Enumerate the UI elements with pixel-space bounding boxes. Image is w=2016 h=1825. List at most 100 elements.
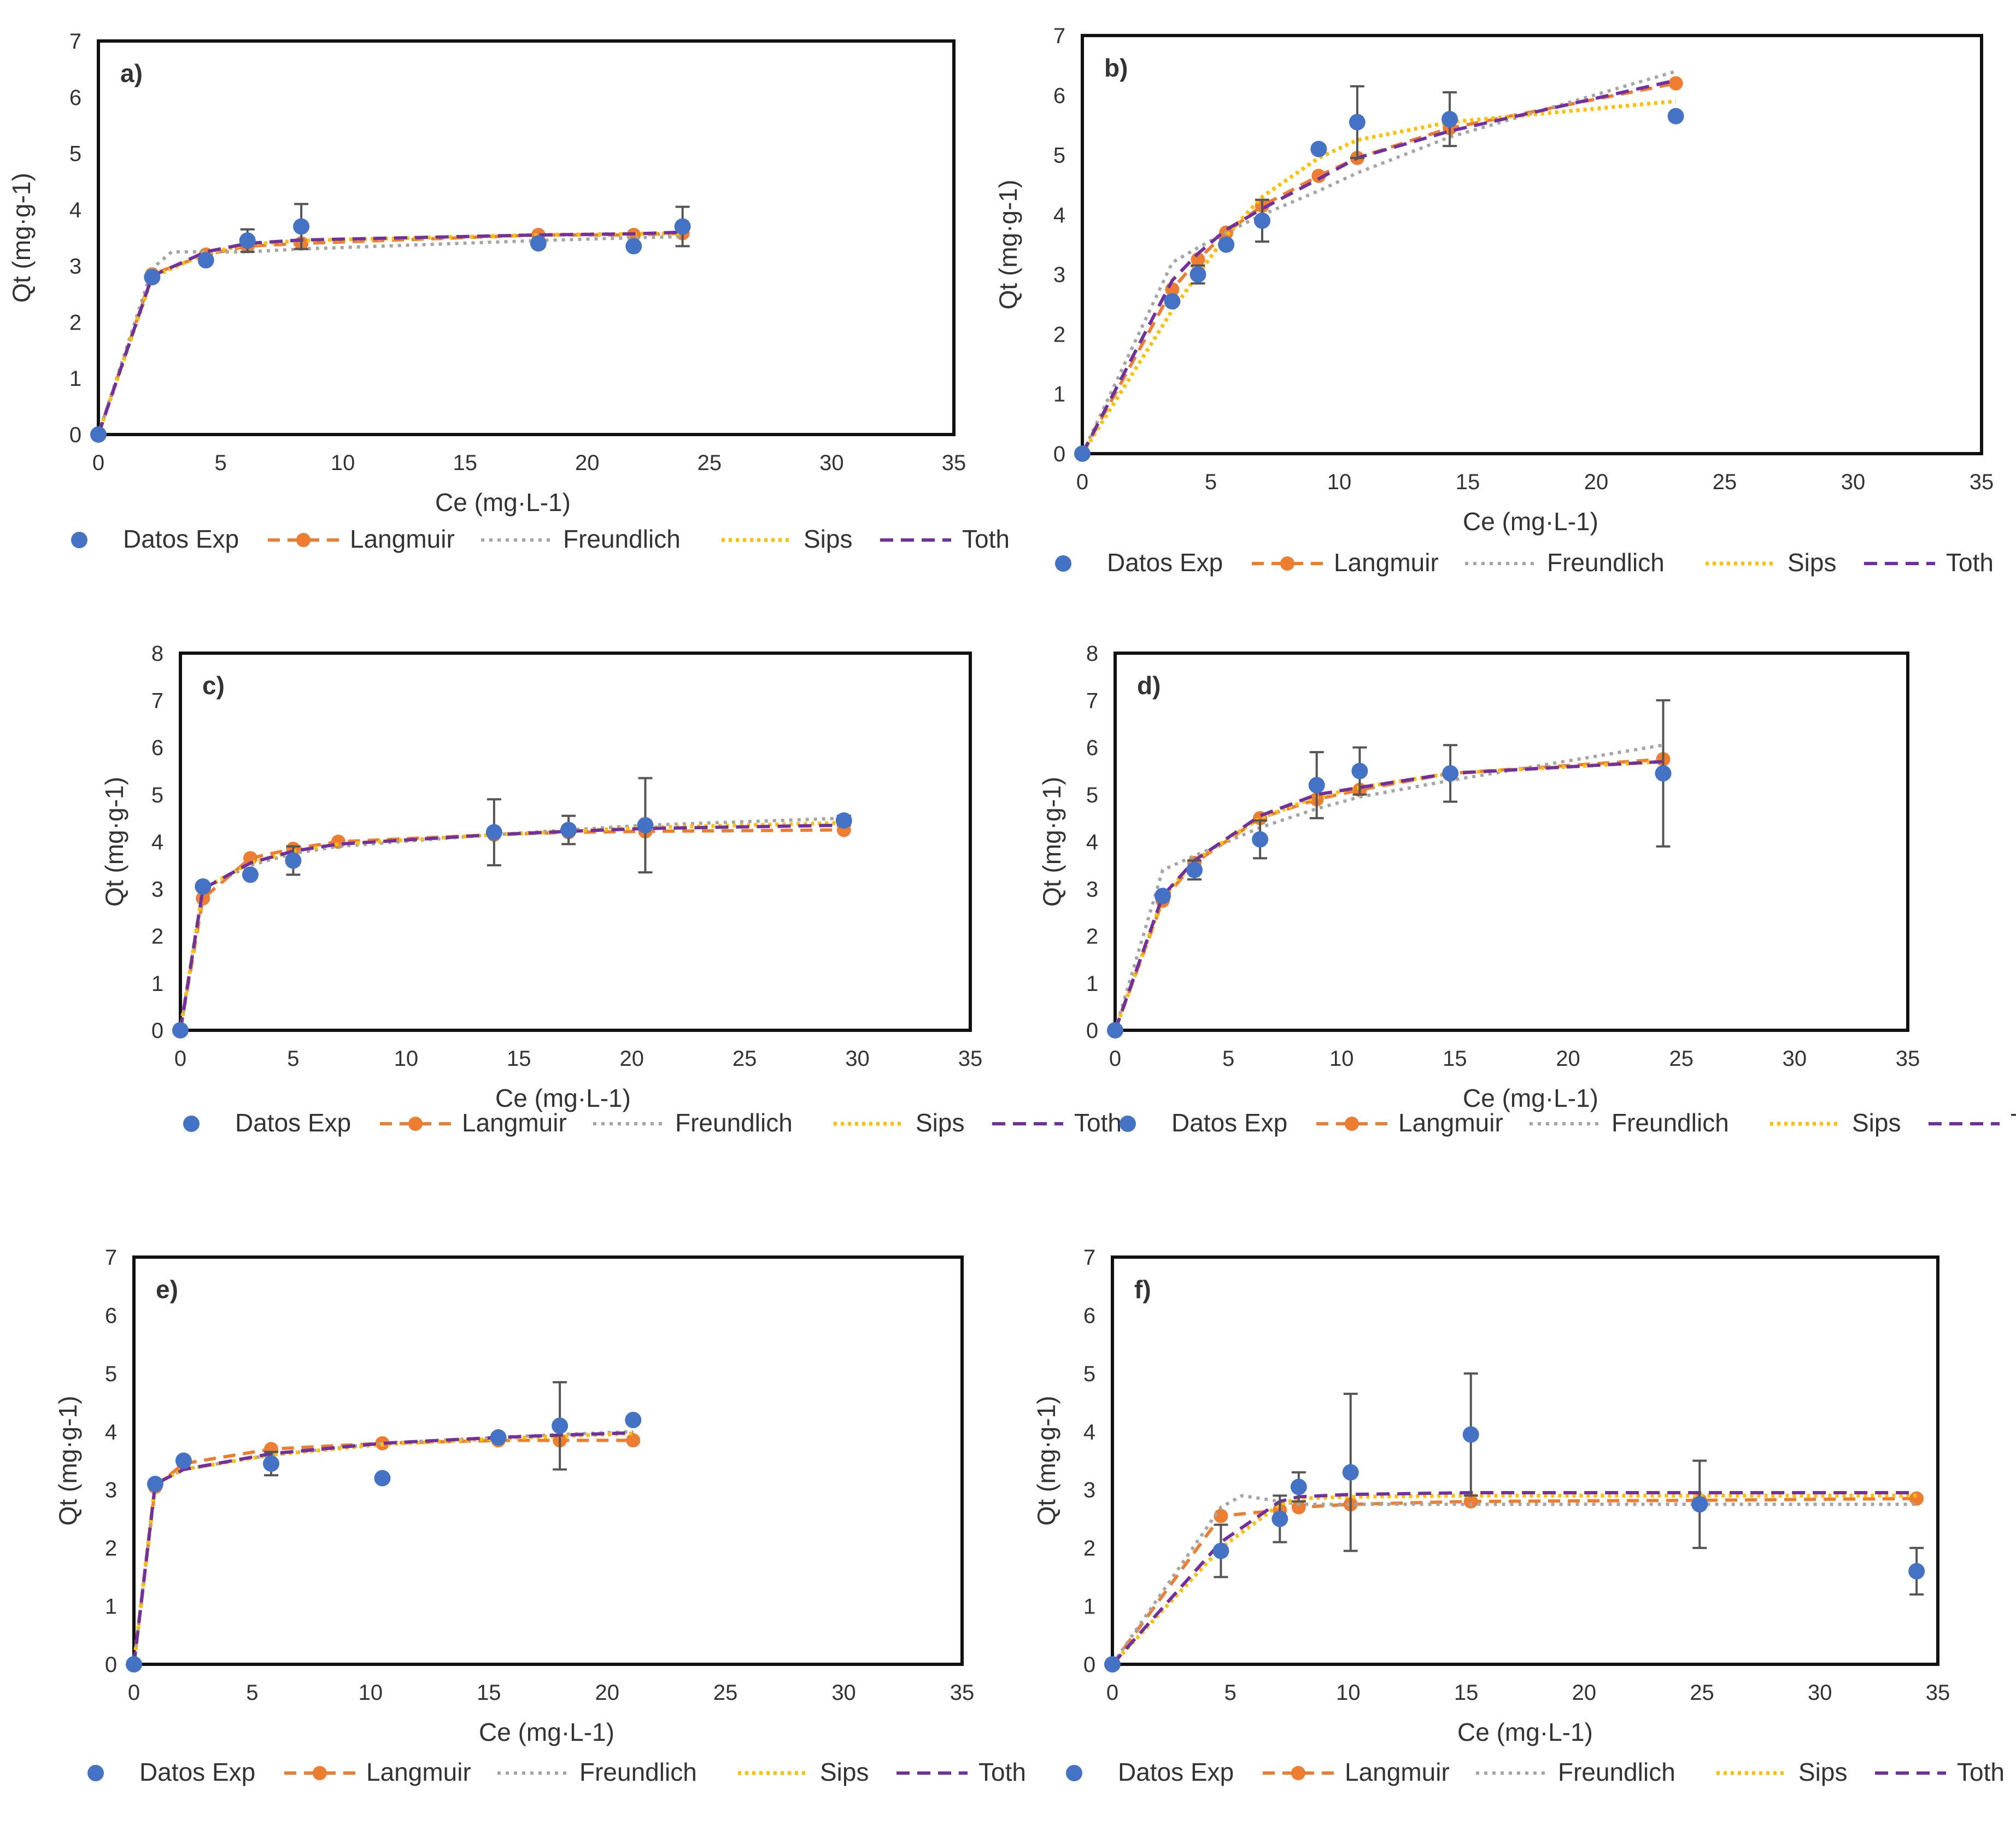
- data-point: [1252, 831, 1269, 848]
- y-axis-title: Qt (mg·g-1): [1032, 1396, 1060, 1526]
- x-tick-label: 0: [1109, 1047, 1121, 1071]
- data-point: [1212, 1542, 1229, 1559]
- x-tick-label: 10: [1329, 1047, 1354, 1071]
- y-tick-label: 1: [105, 1595, 117, 1619]
- data-point: [1189, 266, 1206, 283]
- x-tick-label: 0: [128, 1681, 140, 1705]
- x-tick-label: 35: [1896, 1047, 1920, 1071]
- series-line-sips: [1111, 1493, 1917, 1666]
- data-point: [1218, 236, 1235, 253]
- x-tick-label: 5: [1222, 1047, 1234, 1071]
- data-point: [1442, 765, 1459, 782]
- x-tick-label: 35: [958, 1047, 983, 1071]
- y-axis-title: Qt (mg·g-1): [994, 180, 1022, 310]
- x-tick-label: 30: [1841, 470, 1866, 494]
- langmuir-point: [1909, 1491, 1924, 1506]
- panel-label: c): [202, 671, 225, 700]
- data-point: [1308, 777, 1325, 794]
- data-point: [1342, 1464, 1359, 1481]
- plot-frame: [179, 652, 972, 1032]
- legend-label: Datos Exp: [1118, 1758, 1234, 1786]
- legend-label: Toth: [1946, 548, 1994, 577]
- legend-marker-exp: [87, 1765, 104, 1781]
- y-tick-label: 1: [69, 367, 81, 391]
- y-tick-label: 2: [1083, 1536, 1095, 1560]
- y-tick-label: 0: [151, 1019, 163, 1043]
- x-tick-label: 25: [698, 451, 722, 475]
- y-tick-label: 6: [69, 86, 81, 110]
- x-tick-label: 30: [831, 1681, 856, 1705]
- x-tick-label: 15: [453, 451, 477, 475]
- x-tick-label: 5: [1224, 1681, 1236, 1705]
- legend-label: Datos Exp: [123, 525, 239, 553]
- panel-label: f): [1134, 1275, 1151, 1304]
- x-tick-label: 10: [359, 1681, 383, 1705]
- x-tick-label: 35: [942, 451, 966, 475]
- legend-label: Langmuir: [462, 1108, 567, 1137]
- y-tick-label: 4: [69, 198, 81, 222]
- legend: Datos Exp Langmuir Freundlich Sips Toth: [71, 525, 1010, 553]
- y-tick-label: 0: [105, 1653, 117, 1677]
- y-tick-label: 0: [1053, 442, 1065, 466]
- legend-label: Sips: [1788, 548, 1836, 577]
- y-tick-label: 7: [69, 30, 81, 54]
- legend-label: Freundlich: [1547, 548, 1665, 577]
- y-tick-label: 5: [105, 1362, 117, 1386]
- legend-marker-langmuir: [1345, 1117, 1359, 1131]
- plot-frame: [1111, 1255, 1939, 1666]
- data-point: [1290, 1478, 1307, 1495]
- langmuir-point: [1668, 76, 1683, 91]
- panel-label: a): [120, 59, 143, 87]
- y-tick-label: 3: [151, 877, 163, 901]
- x-axis-title: Ce (mg·L-1): [479, 1718, 614, 1746]
- data-point: [485, 824, 502, 841]
- x-tick-label: 20: [1556, 1047, 1580, 1071]
- series-line-freundlich: [1111, 1494, 1917, 1665]
- x-tick-label: 25: [713, 1681, 738, 1705]
- series-line-sips: [178, 821, 844, 1031]
- series-line-langmuir: [97, 231, 683, 435]
- legend-label: Datos Exp: [235, 1108, 351, 1137]
- x-axis-title: Ce (mg·L-1): [1463, 1084, 1598, 1112]
- y-tick-label: 1: [151, 972, 163, 996]
- y-tick-label: 5: [1053, 144, 1065, 168]
- x-tick-label: 15: [507, 1047, 531, 1071]
- data-point: [1254, 212, 1270, 229]
- x-tick-label: 25: [732, 1047, 757, 1071]
- x-axis-title: Ce (mg·L-1): [1457, 1718, 1593, 1746]
- data-point: [126, 1656, 142, 1673]
- y-tick-label: 6: [1053, 84, 1065, 108]
- data-point: [293, 218, 310, 235]
- legend-label: Freundlich: [675, 1108, 793, 1137]
- data-point: [172, 1022, 189, 1038]
- y-tick-label: 4: [151, 830, 163, 854]
- y-tick-label: 2: [1053, 322, 1065, 347]
- legend: Datos Exp Langmuir Freundlich Sips Toth: [1055, 548, 1994, 577]
- series-line-toth: [97, 230, 683, 435]
- panel-label: b): [1104, 54, 1128, 82]
- y-axis-title: Qt (mg·g-1): [1038, 777, 1066, 907]
- data-point: [1107, 1022, 1123, 1038]
- panel-a: 0 5 10 15 20 25 30 35 0 1 2 3 4 5 6 7 Ce (mg·L-1) Qt (mg·…: [7, 30, 1010, 553]
- y-tick-label: 0: [1083, 1653, 1095, 1677]
- x-tick-label: 5: [287, 1047, 299, 1071]
- data-point: [1908, 1563, 1925, 1580]
- legend-label: Sips: [916, 1108, 964, 1137]
- x-tick-label: 25: [1713, 470, 1737, 494]
- x-tick-label: 0: [92, 451, 104, 475]
- y-tick-label: 7: [105, 1246, 117, 1270]
- data-point: [1186, 861, 1203, 878]
- x-tick-label: 15: [1443, 1047, 1467, 1071]
- legend-marker-exp: [1055, 555, 1071, 572]
- y-tick-label: 3: [1086, 877, 1098, 901]
- legend-label: Freundlich: [563, 525, 681, 553]
- panel-e: 0 5 10 15 20 25 30 35 0 1 2 3 4 5 6 7 Ce (mg·L-1) Qt (mg·…: [54, 1246, 1026, 1786]
- x-tick-label: 0: [174, 1047, 186, 1071]
- y-axis-title: Qt (mg·g-1): [7, 173, 36, 303]
- data-point: [552, 1417, 569, 1434]
- series-line-freundlich: [1114, 743, 1664, 1031]
- data-point: [674, 218, 691, 235]
- y-axis-title: Qt (mg·g-1): [100, 777, 128, 907]
- y-tick-label: 2: [69, 310, 81, 335]
